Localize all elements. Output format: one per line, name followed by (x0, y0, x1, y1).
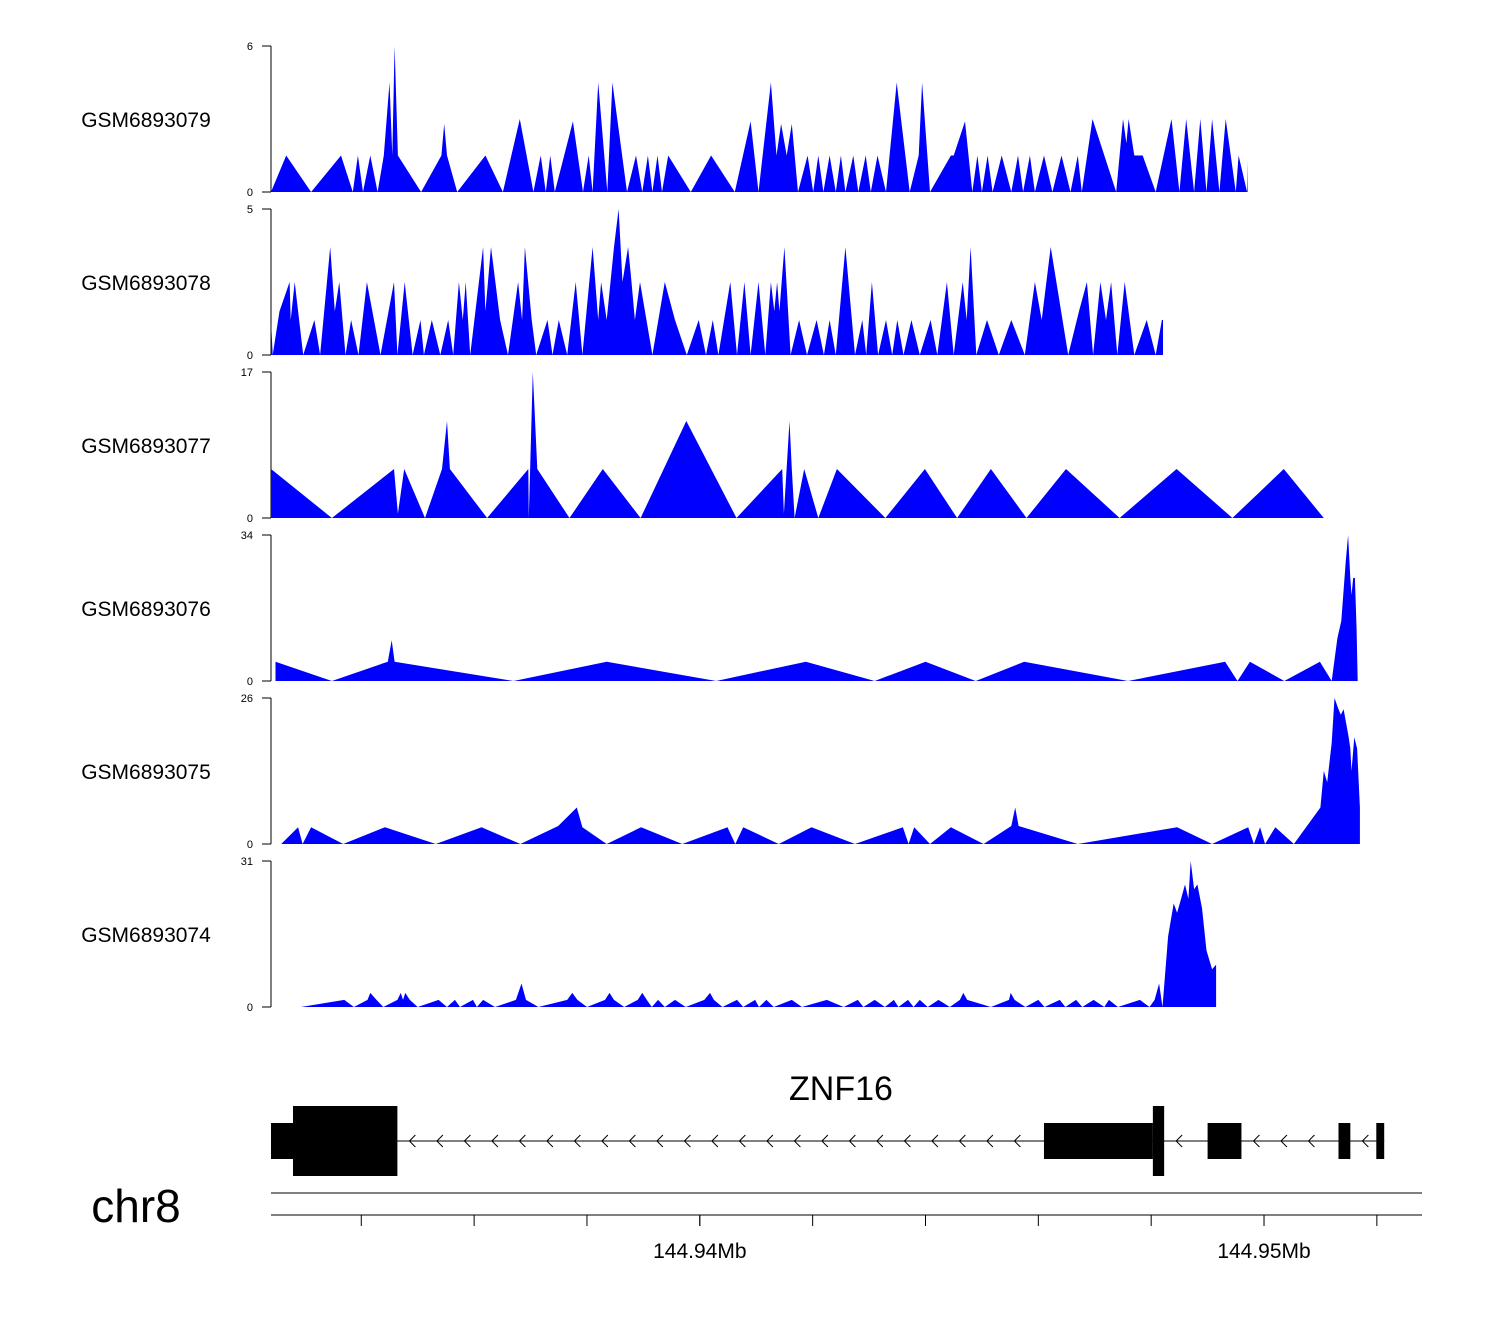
coverage-area (275, 535, 1358, 681)
strand-arrow (793, 1134, 801, 1148)
track-sample-label: GSM6893077 (81, 435, 211, 458)
strand-arrow (766, 1134, 774, 1148)
strand-arrow (1013, 1134, 1021, 1148)
coverage-track: GSM6893074 31 0 (81, 856, 1217, 1014)
track-sample-label: GSM6893074 (81, 924, 211, 947)
gene-exon (293, 1106, 398, 1176)
strand-arrow (958, 1134, 966, 1148)
gene-exon (1043, 1123, 1153, 1159)
strand-arrow (573, 1134, 581, 1148)
strand-arrow (683, 1134, 691, 1148)
gene-exon (271, 1123, 294, 1159)
strand-arrow (986, 1134, 994, 1148)
y-min-tick-label: 0 (247, 513, 253, 525)
gene-exon (1152, 1106, 1165, 1176)
coverage-tracks: GSM689307960GSM689307850GSM6893077170GSM… (81, 41, 1360, 1014)
strand-arrow (848, 1134, 856, 1148)
y-max-tick-label: 6 (247, 41, 253, 53)
y-max-tick-label: 5 (247, 204, 253, 216)
track-sample-label: GSM6893079 (81, 109, 211, 132)
y-max-tick-label: 26 (241, 693, 253, 705)
gene-exon (1338, 1123, 1351, 1159)
strand-arrow (628, 1134, 636, 1148)
gene-name-label: ZNF16 (789, 1070, 893, 1108)
strand-arrow (1307, 1134, 1315, 1148)
coverage-track: GSM6893078 5 0 (81, 204, 1163, 362)
track-sample-label: GSM6893076 (81, 598, 211, 621)
coverage-area (271, 209, 1163, 355)
coverage-track: GSM6893079 6 0 (81, 41, 1248, 199)
coverage-area (271, 46, 1248, 192)
track-sample-label: GSM6893078 (81, 272, 211, 295)
strand-arrow (601, 1134, 609, 1148)
strand-arrow (518, 1134, 526, 1148)
y-min-tick-label: 0 (247, 676, 253, 688)
chromosome-axis: chr8 144.94Mb 144.95Mb (91, 1180, 1422, 1263)
strand-arrow (903, 1134, 911, 1148)
strand-arrow (1361, 1134, 1369, 1148)
strand-arrow (876, 1134, 884, 1148)
track-sample-label: GSM6893075 (81, 761, 211, 784)
strand-arrow (436, 1134, 444, 1148)
strand-arrow (1280, 1134, 1288, 1148)
y-min-tick-label: 0 (247, 1002, 253, 1014)
strand-arrow (491, 1134, 499, 1148)
strand-arrow (931, 1134, 939, 1148)
gene-exon (1376, 1123, 1385, 1159)
coverage-area (300, 861, 1217, 1007)
y-max-tick-label: 31 (241, 856, 253, 868)
strand-arrow (546, 1134, 554, 1148)
coverage-area (281, 698, 1360, 844)
chromosome-label: chr8 (91, 1180, 180, 1232)
coverage-track: GSM6893075 26 0 (81, 693, 1360, 851)
y-max-tick-label: 34 (241, 530, 253, 542)
x-axis-tick-label: 144.95Mb (1217, 1240, 1310, 1263)
y-max-tick-label: 17 (241, 367, 253, 379)
strand-arrow (711, 1134, 719, 1148)
strand-arrow (1252, 1134, 1260, 1148)
strand-arrow (738, 1134, 746, 1148)
gene-model-track: ZNF16 (271, 1070, 1385, 1176)
strand-arrow (1175, 1134, 1183, 1148)
strand-arrow (463, 1134, 471, 1148)
y-min-tick-label: 0 (247, 350, 253, 362)
y-min-tick-label: 0 (247, 187, 253, 199)
coverage-track: GSM6893077 17 0 (81, 367, 1324, 525)
x-axis-tick-label: 144.94Mb (653, 1240, 746, 1263)
strand-arrow (821, 1134, 829, 1148)
strand-arrow (656, 1134, 664, 1148)
coverage-track: GSM6893076 34 0 (81, 530, 1358, 688)
y-min-tick-label: 0 (247, 839, 253, 851)
strand-arrow (408, 1134, 416, 1148)
coverage-area (271, 372, 1324, 518)
gene-exon (1207, 1123, 1242, 1159)
